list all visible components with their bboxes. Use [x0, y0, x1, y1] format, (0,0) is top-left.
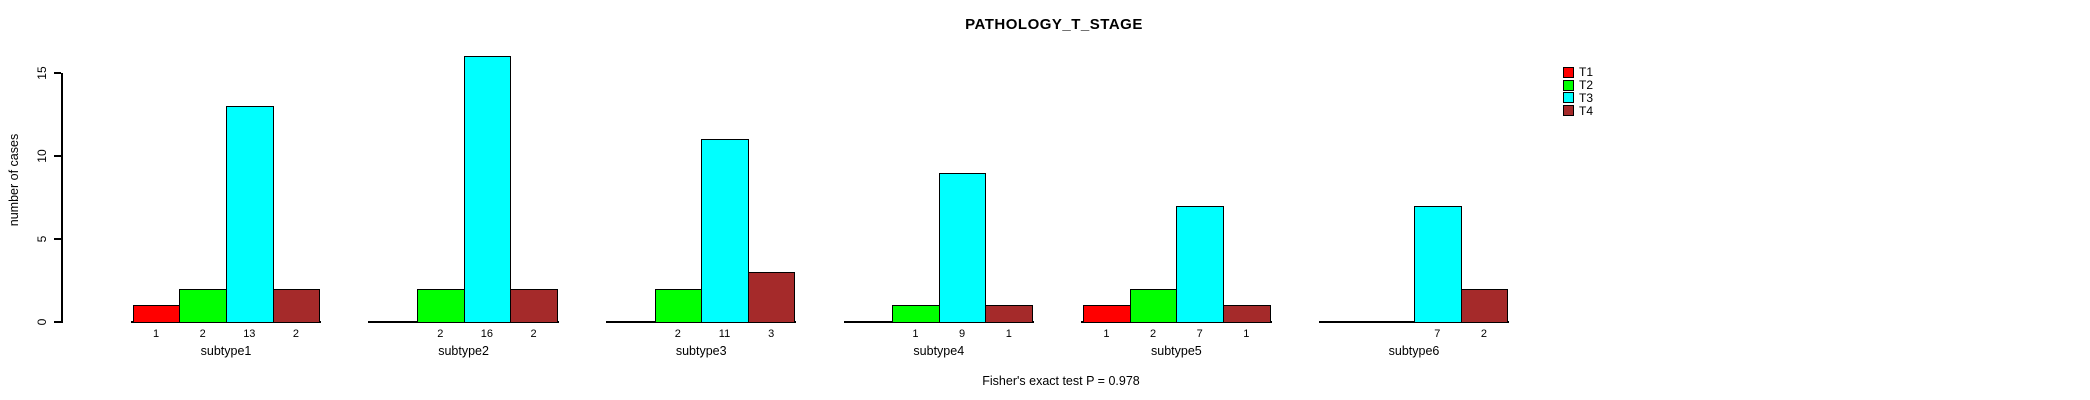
bar-T2-subtype4	[892, 305, 940, 323]
legend-row-T3: T3	[1563, 92, 1593, 105]
bar-count-T2-subtype1: 2	[199, 328, 206, 340]
bar-T3-subtype5	[1176, 205, 1225, 323]
bar-T3-subtype4	[938, 172, 987, 323]
legend-swatch-T3	[1563, 92, 1574, 104]
y-tick-5	[54, 238, 61, 240]
bar-T4-subtype5	[1223, 305, 1271, 323]
legend-label-T2: T2	[1579, 78, 1594, 93]
bar-count-T4-subtype3: 3	[768, 328, 775, 340]
bar-T4-subtype2	[510, 288, 558, 323]
legend-row-T1: T1	[1563, 66, 1593, 79]
group-label-subtype1: subtype1	[200, 344, 252, 358]
y-tick-label-10: 10	[35, 149, 49, 163]
chart-title: PATHOLOGY_T_STAGE	[965, 16, 1143, 33]
bar-count-T4-subtype4: 1	[1005, 328, 1012, 340]
bar-count-T1-subtype1: 1	[152, 328, 160, 340]
bar-count-T3-subtype5: 7	[1196, 328, 1203, 340]
legend-label-T4: T4	[1579, 103, 1594, 118]
legend-label-T1: T1	[1579, 65, 1594, 80]
bar-count-T3-subtype4: 9	[959, 328, 966, 340]
bar-T3-subtype6	[1414, 205, 1462, 323]
bar-count-T1-subtype5: 1	[1103, 328, 1110, 340]
y-tick-15	[54, 72, 61, 74]
y-tick-label-5: 5	[35, 235, 49, 243]
y-axis-title: number of cases	[7, 133, 21, 227]
bar-T4-subtype4	[985, 305, 1034, 323]
bar-count-T3-subtype3: 11	[718, 328, 731, 340]
group-label-subtype3: subtype3	[675, 344, 727, 358]
bar-T2-subtype5	[1129, 288, 1178, 323]
bar-count-T3-subtype6: 7	[1434, 328, 1441, 340]
legend: T1 T2 T3 T4	[1563, 66, 1593, 117]
bar-count-T2-subtype3: 2	[674, 328, 681, 340]
bar-T1-subtype5	[1083, 305, 1131, 323]
legend-row-T4: T4	[1563, 104, 1593, 117]
group-label-subtype4: subtype4	[913, 344, 965, 358]
bar-T1-subtype1	[132, 305, 181, 323]
bar-count-T4-subtype5: 1	[1243, 328, 1250, 340]
legend-swatch-T4	[1563, 105, 1574, 117]
bar-T3-subtype3	[701, 139, 749, 323]
bar-count-T2-subtype5: 2	[1150, 328, 1157, 340]
bar-T3-subtype2	[463, 56, 512, 323]
group-label-subtype2: subtype2	[438, 344, 489, 358]
y-axis-line	[61, 73, 63, 323]
bar-count-T4-subtype6: 2	[1480, 328, 1488, 340]
bar-T2-subtype2	[416, 288, 465, 323]
bar-count-T3-subtype1: 13	[243, 328, 256, 340]
legend-swatch-T2	[1563, 79, 1574, 91]
fisher-test-annotation: Fisher's exact test P = 0.978	[982, 374, 1140, 388]
bar-T4-subtype6	[1460, 288, 1509, 323]
group-label-subtype5: subtype5	[1151, 344, 1202, 358]
y-tick-10	[54, 155, 61, 157]
legend-row-T2: T2	[1563, 79, 1593, 92]
bar-count-T2-subtype2: 2	[437, 328, 444, 340]
bar-T4-subtype1	[272, 288, 321, 323]
bar-T4-subtype3	[747, 272, 796, 323]
bar-T3-subtype1	[226, 106, 274, 323]
bar-T2-subtype3	[654, 288, 703, 323]
group-label-subtype6: subtype6	[1388, 344, 1440, 358]
baseline-subtype6	[1318, 321, 1510, 323]
bar-T2-subtype1	[179, 288, 227, 323]
bar-count-T4-subtype2: 2	[530, 328, 537, 340]
y-tick-0	[54, 321, 61, 323]
bar-count-T4-subtype1: 2	[292, 328, 300, 340]
legend-swatch-T1	[1563, 66, 1574, 78]
y-tick-label-0: 0	[35, 318, 49, 326]
bar-count-T2-subtype4: 1	[912, 328, 919, 340]
legend-label-T3: T3	[1579, 90, 1594, 105]
bar-count-T3-subtype2: 16	[480, 328, 494, 340]
y-tick-label-15: 15	[35, 66, 49, 80]
